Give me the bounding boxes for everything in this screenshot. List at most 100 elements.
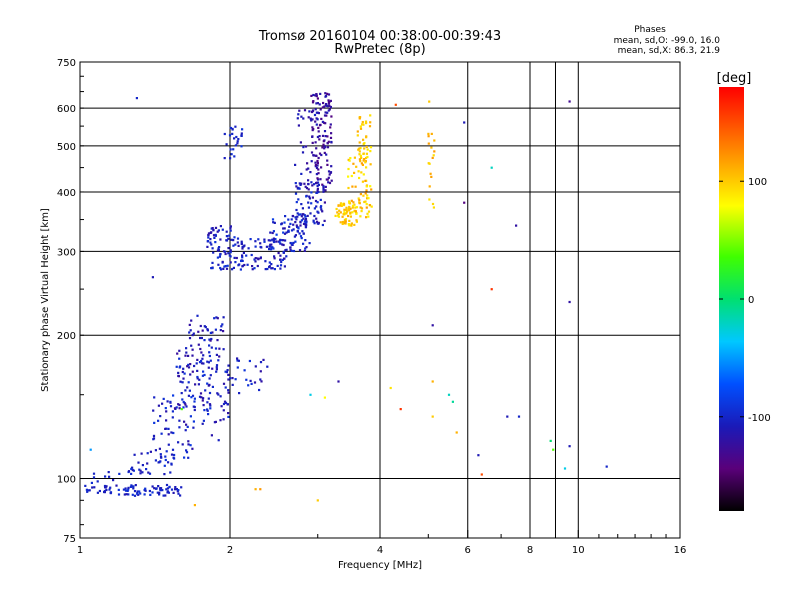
data-point bbox=[359, 147, 362, 150]
data-point bbox=[236, 142, 239, 145]
data-point bbox=[366, 148, 369, 151]
data-point bbox=[305, 187, 309, 190]
data-point bbox=[337, 204, 340, 207]
data-point bbox=[224, 386, 227, 389]
data-point bbox=[325, 94, 328, 98]
data-point bbox=[177, 375, 180, 378]
data-point bbox=[568, 445, 571, 448]
data-point bbox=[211, 331, 214, 334]
data-point bbox=[193, 400, 196, 403]
data-point bbox=[353, 171, 356, 174]
data-point bbox=[108, 488, 111, 491]
data-point bbox=[233, 236, 236, 239]
data-point bbox=[341, 220, 344, 224]
data-point bbox=[165, 488, 168, 491]
data-point bbox=[148, 472, 152, 475]
data-point bbox=[198, 395, 202, 398]
data-point bbox=[311, 118, 314, 121]
data-point bbox=[186, 425, 189, 428]
data-point bbox=[307, 201, 310, 204]
data-point bbox=[201, 399, 204, 402]
data-point bbox=[226, 264, 229, 267]
data-point bbox=[202, 419, 205, 422]
data-point bbox=[323, 114, 327, 117]
data-point bbox=[490, 166, 493, 169]
data-point bbox=[314, 141, 317, 144]
data-point bbox=[292, 241, 295, 244]
data-point bbox=[266, 267, 269, 271]
data-point bbox=[254, 245, 257, 248]
data-point bbox=[317, 130, 320, 133]
data-point bbox=[131, 466, 134, 469]
data-point bbox=[237, 359, 240, 362]
data-point bbox=[327, 181, 330, 184]
data-point bbox=[360, 156, 363, 159]
data-point bbox=[284, 215, 287, 218]
data-point bbox=[240, 132, 243, 135]
data-point bbox=[294, 240, 297, 243]
data-point bbox=[198, 378, 201, 381]
data-point bbox=[259, 361, 263, 364]
data-point bbox=[279, 267, 282, 270]
data-point bbox=[166, 487, 169, 490]
data-point bbox=[273, 268, 276, 271]
data-point bbox=[343, 218, 346, 221]
data-point bbox=[157, 419, 160, 422]
data-point bbox=[307, 167, 310, 170]
data-point bbox=[294, 221, 297, 224]
data-point bbox=[234, 125, 237, 128]
data-point bbox=[132, 469, 135, 472]
data-point bbox=[132, 485, 135, 488]
data-point bbox=[144, 489, 147, 492]
data-point bbox=[196, 314, 199, 317]
data-point bbox=[152, 434, 156, 437]
data-point bbox=[206, 360, 209, 363]
data-point bbox=[105, 488, 108, 492]
data-point bbox=[240, 240, 243, 243]
data-point bbox=[348, 219, 351, 222]
data-point bbox=[219, 238, 222, 241]
data-point bbox=[294, 163, 297, 166]
data-point bbox=[308, 197, 311, 200]
data-point bbox=[234, 261, 237, 264]
data-point bbox=[187, 366, 191, 369]
data-point bbox=[328, 104, 331, 107]
data-point bbox=[227, 389, 230, 392]
data-point bbox=[315, 220, 319, 223]
data-point bbox=[165, 450, 168, 453]
data-point bbox=[296, 230, 299, 233]
data-point bbox=[324, 122, 327, 125]
data-point bbox=[190, 319, 193, 322]
data-point bbox=[360, 171, 363, 174]
data-point bbox=[144, 487, 147, 490]
y-tick-label: 75 bbox=[63, 534, 76, 545]
data-point bbox=[171, 410, 174, 413]
data-point bbox=[315, 166, 319, 170]
data-point bbox=[270, 267, 273, 270]
colorbar: [deg] 100 0 -100 bbox=[717, 71, 771, 511]
data-point bbox=[273, 240, 276, 244]
data-point bbox=[308, 110, 311, 113]
data-point bbox=[344, 220, 347, 223]
data-point bbox=[190, 344, 193, 347]
x-tick-label: 1 bbox=[77, 545, 83, 556]
data-point bbox=[447, 393, 451, 396]
data-point bbox=[431, 324, 434, 327]
data-point bbox=[240, 145, 243, 148]
data-point bbox=[230, 238, 233, 241]
data-point bbox=[250, 382, 253, 385]
data-point bbox=[321, 183, 324, 186]
data-point bbox=[324, 189, 327, 192]
data-point bbox=[364, 200, 367, 203]
data-point bbox=[362, 159, 365, 162]
x-tick-label: 6 bbox=[465, 545, 471, 556]
data-point bbox=[89, 448, 92, 451]
data-point bbox=[363, 200, 366, 204]
data-point bbox=[185, 423, 188, 426]
data-point bbox=[112, 479, 115, 482]
data-point bbox=[208, 391, 212, 395]
data-point bbox=[196, 375, 199, 379]
data-point bbox=[256, 257, 259, 260]
data-point bbox=[323, 130, 327, 133]
data-point bbox=[171, 448, 175, 451]
